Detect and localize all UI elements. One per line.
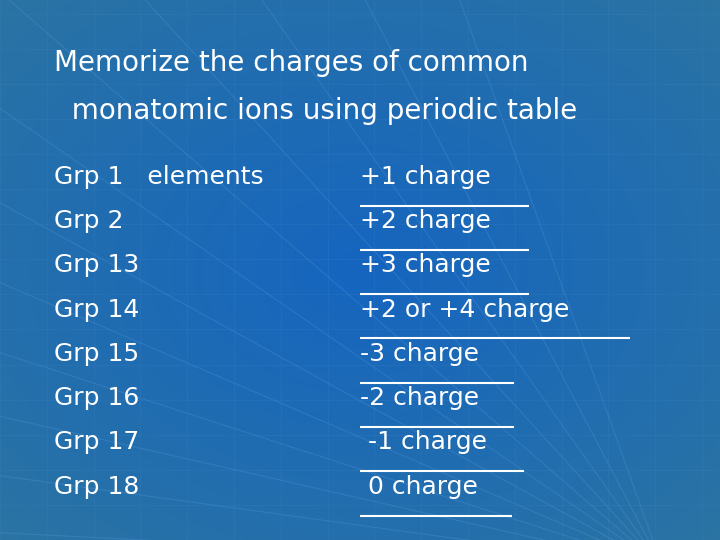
Text: +2 or +4 charge: +2 or +4 charge (360, 298, 570, 321)
Text: Grp 17: Grp 17 (54, 430, 139, 454)
Text: Grp 1   elements: Grp 1 elements (54, 165, 264, 188)
Text: -2 charge: -2 charge (360, 386, 479, 410)
Text: +3 charge: +3 charge (360, 253, 491, 277)
Text: +1 charge: +1 charge (360, 165, 491, 188)
Text: -1 charge: -1 charge (360, 430, 487, 454)
Text: monatomic ions using periodic table: monatomic ions using periodic table (54, 97, 577, 125)
Text: Grp 18: Grp 18 (54, 475, 140, 498)
Text: Grp 2: Grp 2 (54, 209, 124, 233)
Text: 0 charge: 0 charge (360, 475, 478, 498)
Text: Memorize the charges of common: Memorize the charges of common (54, 49, 528, 77)
Text: Grp 14: Grp 14 (54, 298, 140, 321)
Text: Grp 16: Grp 16 (54, 386, 140, 410)
Text: Grp 15: Grp 15 (54, 342, 139, 366)
Text: Grp 13: Grp 13 (54, 253, 139, 277)
Text: +2 charge: +2 charge (360, 209, 491, 233)
Text: -3 charge: -3 charge (360, 342, 479, 366)
